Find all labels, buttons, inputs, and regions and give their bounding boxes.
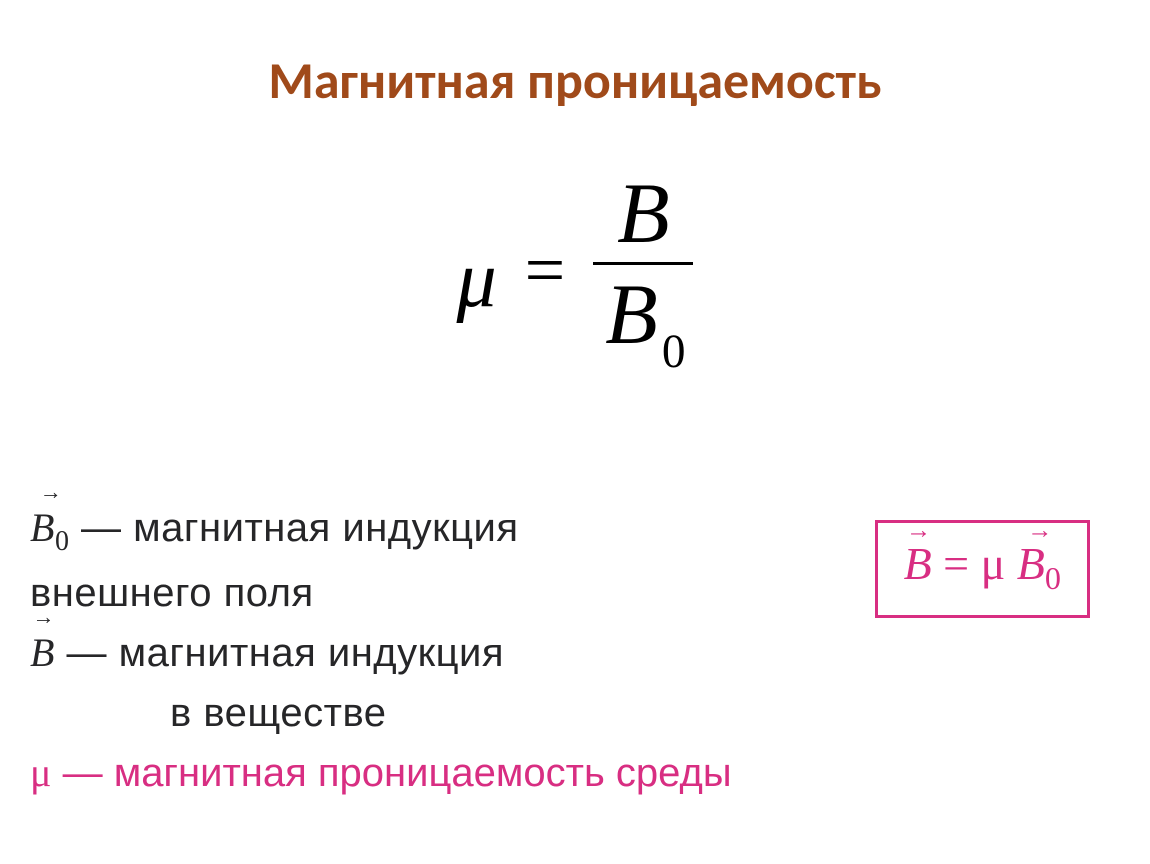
formula-denominator: B0	[593, 265, 693, 370]
slide-title: Магнитная проницаемость	[0, 48, 1150, 112]
formula-numerator: B	[605, 170, 682, 262]
formula-lhs-mu: μ	[457, 240, 497, 320]
symbol-b-base: B	[30, 630, 55, 675]
boxed-lhs-b: B	[904, 538, 932, 589]
boxed-lhs-vector-b: → B	[904, 537, 932, 590]
dash-b0: —	[69, 506, 133, 550]
symbol-mu: μ	[30, 750, 51, 795]
boxed-formula: → B = μ → B0	[875, 520, 1090, 618]
formula-denominator-base: B	[605, 266, 658, 362]
formula-fraction: B B0	[593, 170, 693, 370]
vector-b0-symbol: → B0	[30, 498, 69, 563]
vector-b-symbol: → B	[30, 623, 55, 683]
boxed-rhs-vector-b0: → B0	[1017, 537, 1061, 597]
def-b0-text2: внешнего поля	[30, 571, 314, 615]
formula-equals: =	[525, 234, 566, 306]
dash-b: —	[55, 631, 119, 675]
formula-denominator-sub: 0	[662, 326, 686, 378]
boxed-equals: =	[932, 538, 981, 589]
def-mu-text: магнитная проницаемость среды	[114, 751, 732, 795]
main-formula: μ = B B0	[0, 170, 1150, 370]
boxed-rhs-b: B	[1017, 538, 1045, 589]
dash-mu: —	[51, 751, 113, 795]
definition-mu: μ — магнитная проницаемость среды	[30, 743, 1120, 803]
symbol-b0-sub: 0	[55, 526, 70, 557]
def-b-text2: в веществе	[170, 691, 386, 735]
boxed-rhs-sub: 0	[1045, 560, 1061, 596]
symbol-b0-base: B	[30, 505, 55, 550]
slide: Магнитная проницаемость μ = B B0 → B0 — …	[0, 0, 1150, 864]
definition-b: → B — магнитная индукция	[30, 623, 1120, 683]
definition-b-line2: в веществе	[30, 683, 1120, 743]
boxed-mu: μ	[981, 538, 1017, 589]
def-b0-text1: магнитная индукция	[133, 506, 518, 550]
def-b-text1: магнитная индукция	[119, 631, 504, 675]
